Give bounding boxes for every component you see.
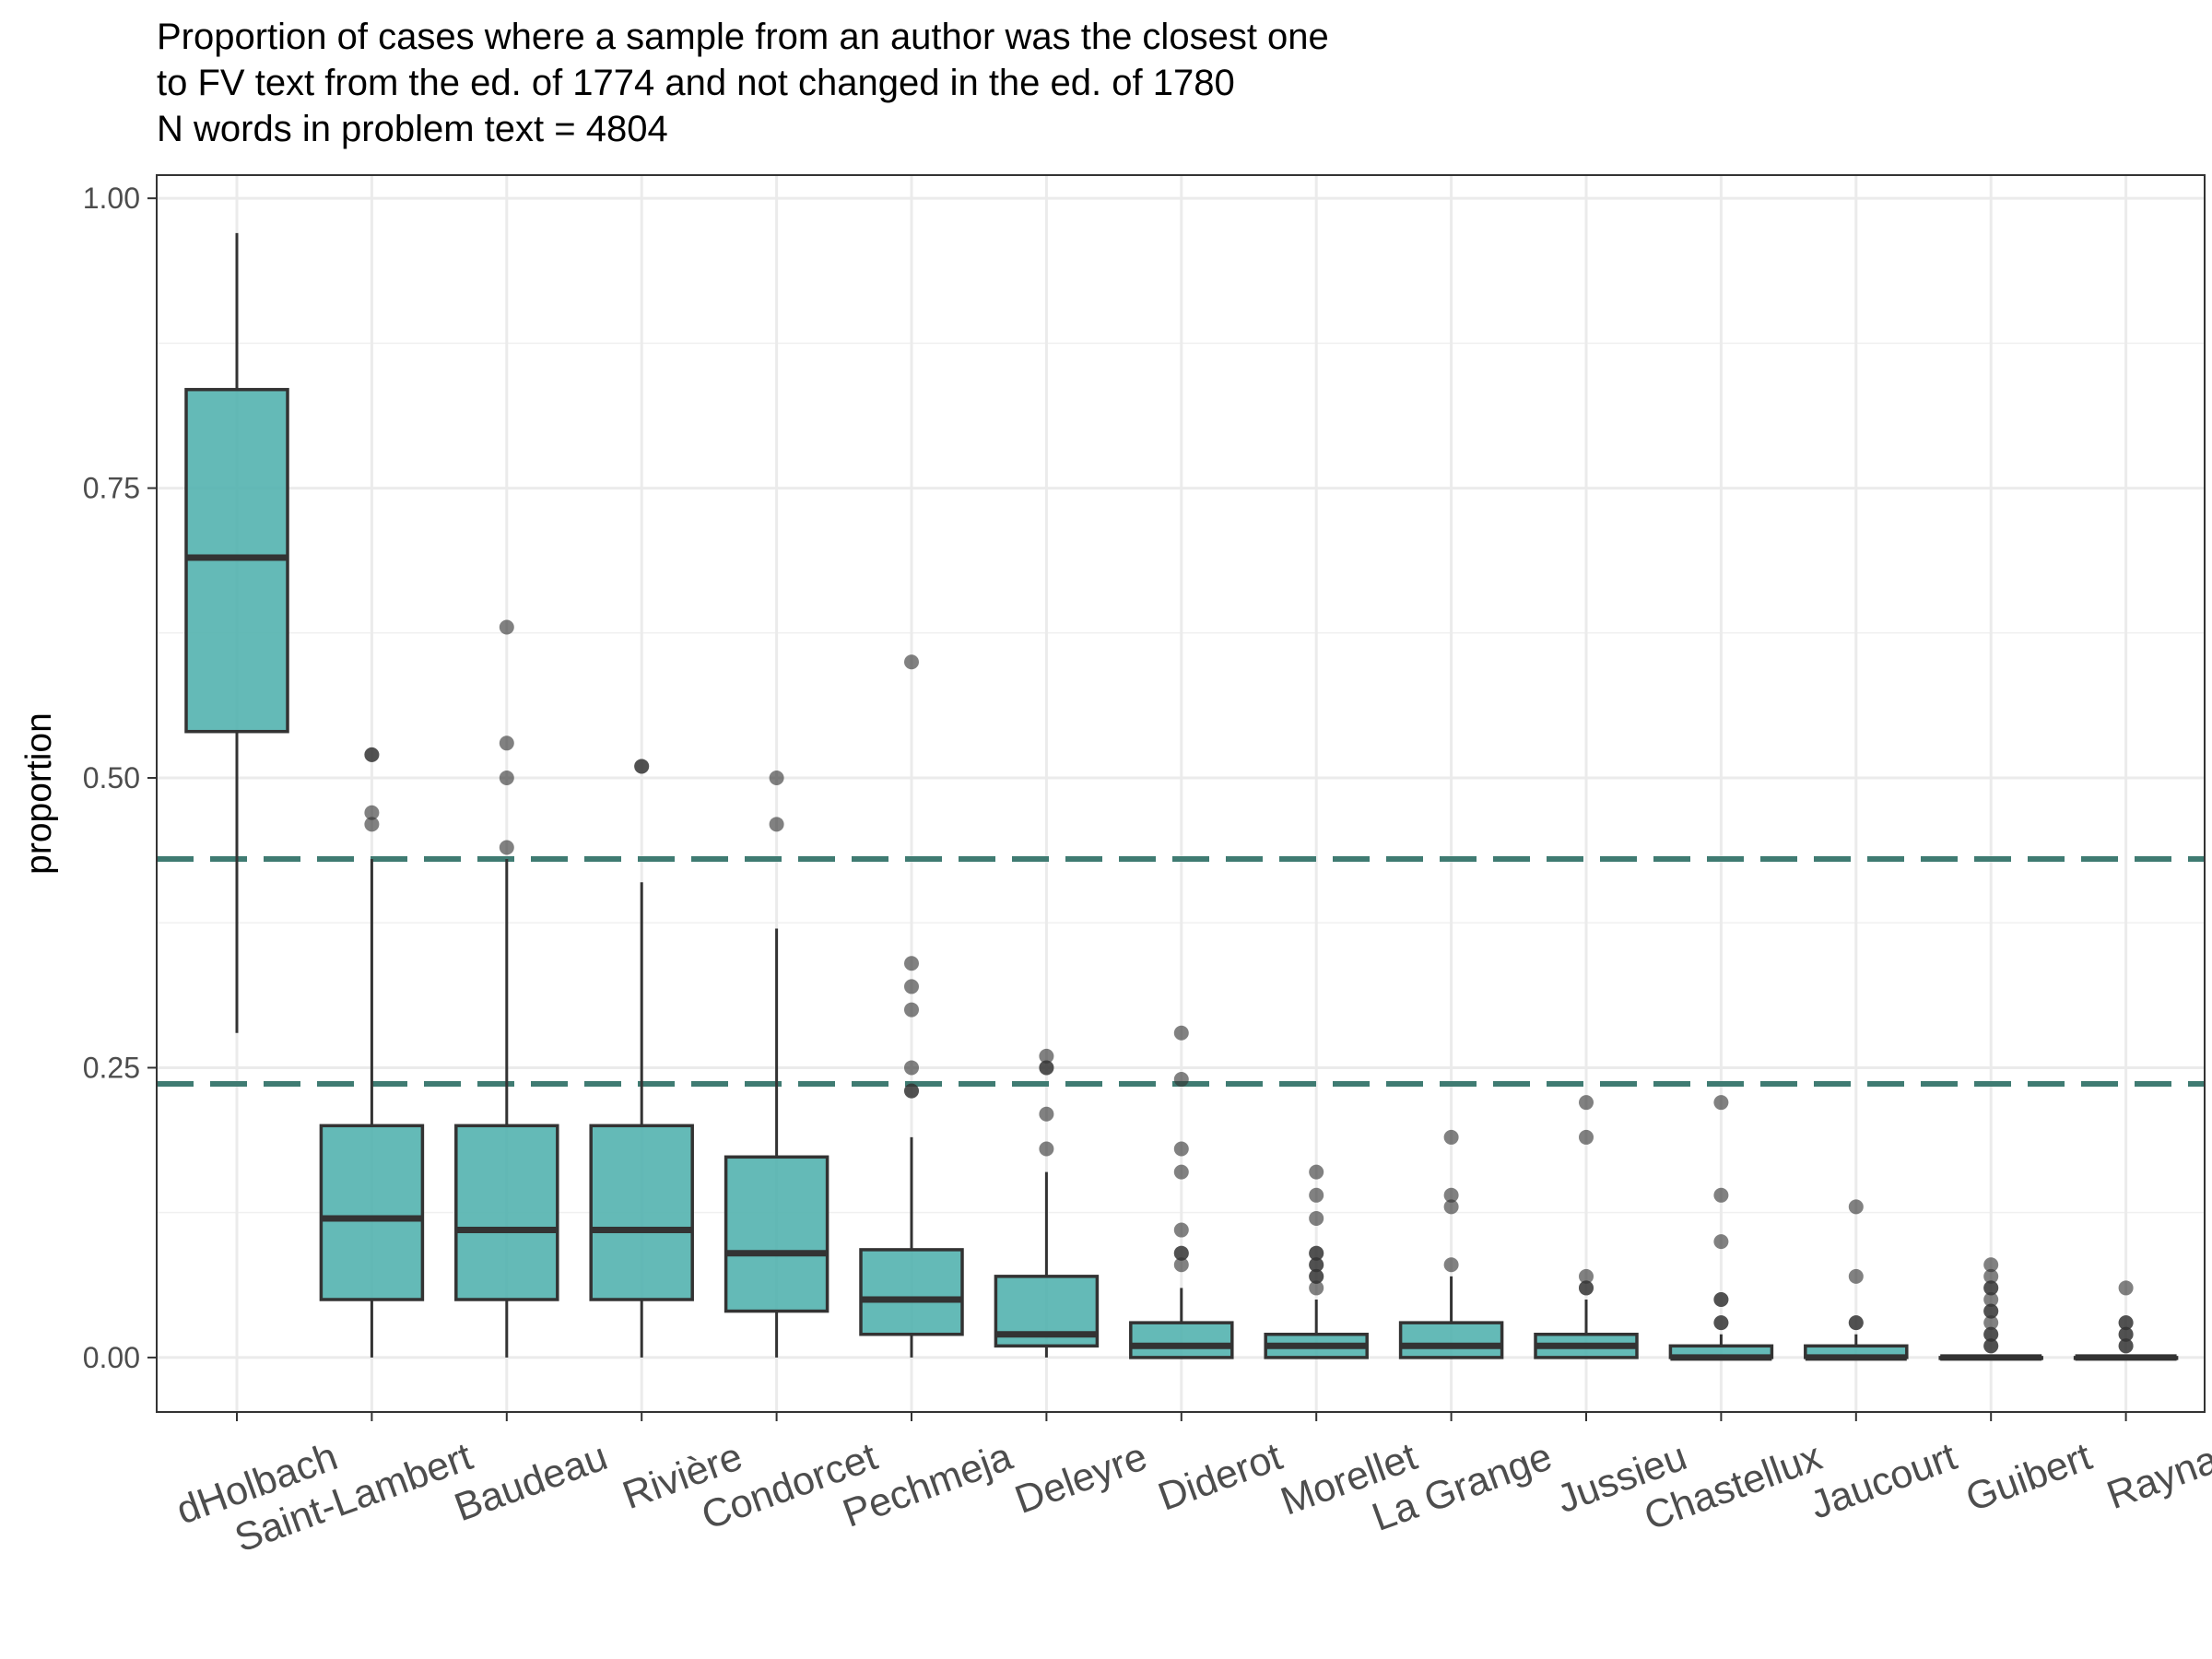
box-group-6 [859, 654, 964, 1358]
box-group-2 [319, 747, 425, 1358]
outlier-point [1443, 1187, 1459, 1203]
outlier-point [769, 817, 784, 832]
y-tick-label: 0.25 [83, 1051, 140, 1084]
outlier-point [1309, 1187, 1324, 1203]
outlier-point [1443, 1257, 1459, 1273]
outlier-point [1173, 1222, 1189, 1238]
outlier-point [1713, 1315, 1729, 1331]
title-line-3: N words in problem text = 4804 [157, 109, 668, 149]
outlier-point [364, 817, 380, 832]
box-iqr [319, 1124, 425, 1301]
outlier-point [1579, 1280, 1594, 1296]
outlier-point [904, 1083, 919, 1099]
y-tick-label: 1.00 [83, 182, 140, 215]
box-series [184, 232, 2179, 1361]
box-group-4 [589, 759, 694, 1358]
outlier-point [1039, 1060, 1054, 1076]
outlier-point [1579, 1095, 1594, 1111]
box-group-9 [1264, 1164, 1369, 1359]
outlier-point [1983, 1303, 1999, 1319]
outlier-point [1039, 1141, 1054, 1157]
outlier-point [904, 654, 919, 670]
box-iqr [724, 1155, 830, 1313]
outlier-point [1173, 1164, 1189, 1180]
y-tick-label: 0.50 [83, 761, 140, 794]
outlier-point [904, 1002, 919, 1018]
box-group-10 [1398, 1129, 1504, 1359]
outlier-point [499, 771, 514, 786]
outlier-point [904, 979, 919, 994]
box-iqr [454, 1124, 559, 1301]
y-tick-label: 0.75 [83, 472, 140, 505]
outlier-point [1173, 1072, 1189, 1088]
outlier-point [1983, 1292, 1999, 1307]
outlier-point [1173, 1257, 1189, 1273]
outlier-point [1713, 1292, 1729, 1307]
box-iqr [859, 1248, 964, 1336]
outlier-point [2118, 1280, 2134, 1296]
outlier-point [1713, 1187, 1729, 1203]
box-group-5 [724, 771, 830, 1358]
outlier-point [1983, 1280, 1999, 1296]
outlier-point [1309, 1280, 1324, 1296]
box-iqr [1129, 1321, 1234, 1359]
outlier-point [1443, 1199, 1459, 1215]
outlier-point [904, 1060, 919, 1076]
box-group-11 [1534, 1095, 1639, 1359]
outlier-point [1579, 1129, 1594, 1145]
outlier-point [1173, 1245, 1189, 1261]
box-iqr [589, 1124, 694, 1301]
box-group-15 [2073, 1280, 2179, 1361]
outlier-point [1309, 1245, 1324, 1261]
box-group-13 [1804, 1199, 1909, 1361]
box-iqr [1398, 1321, 1504, 1359]
box-group-1 [184, 232, 289, 1033]
outlier-point [1039, 1106, 1054, 1122]
outlier-point [1983, 1326, 1999, 1342]
outlier-point [1309, 1257, 1324, 1273]
outlier-point [769, 771, 784, 786]
box-group-14 [1938, 1257, 2043, 1361]
outlier-point [1309, 1210, 1324, 1226]
y-axis: 0.00 0.25 0.50 0.75 1.00 [83, 182, 157, 1374]
outlier-point [904, 956, 919, 971]
outlier-point [1173, 1025, 1189, 1041]
box-group-7 [994, 1048, 1100, 1358]
outlier-point [1983, 1315, 1999, 1331]
outlier-point [2118, 1315, 2134, 1331]
y-axis-title: proportion [19, 712, 59, 875]
outlier-point [499, 735, 514, 751]
title-line-1: Proportion of cases where a sample from … [157, 17, 1329, 57]
outlier-point [1848, 1315, 1864, 1331]
outlier-point [2118, 1326, 2134, 1342]
outlier-point [499, 840, 514, 855]
outlier-point [499, 619, 514, 635]
outlier-point [1713, 1234, 1729, 1250]
outlier-point [1309, 1164, 1324, 1180]
box-group-3 [454, 619, 559, 1358]
outlier-point [1443, 1129, 1459, 1145]
title-line-2: to FV text from the ed. of 1774 and not … [157, 63, 1235, 103]
box-group-12 [1668, 1095, 1774, 1361]
chart-title: Proportion of cases where a sample from … [157, 17, 1329, 149]
outlier-point [1713, 1095, 1729, 1111]
outlier-point [1039, 1048, 1054, 1064]
y-tick-label: 0.00 [83, 1341, 140, 1374]
outlier-point [634, 759, 650, 774]
outlier-point [1983, 1268, 1999, 1284]
outlier-point [1983, 1338, 1999, 1354]
outlier-point [1983, 1257, 1999, 1273]
outlier-point [2118, 1338, 2134, 1354]
box-group-8 [1129, 1025, 1234, 1359]
outlier-point [364, 747, 380, 762]
outlier-point [1309, 1268, 1324, 1284]
outlier-point [1848, 1199, 1864, 1215]
outlier-point [1579, 1268, 1594, 1284]
outlier-point [364, 805, 380, 820]
outlier-point [1173, 1141, 1189, 1157]
outlier-point [1848, 1268, 1864, 1284]
